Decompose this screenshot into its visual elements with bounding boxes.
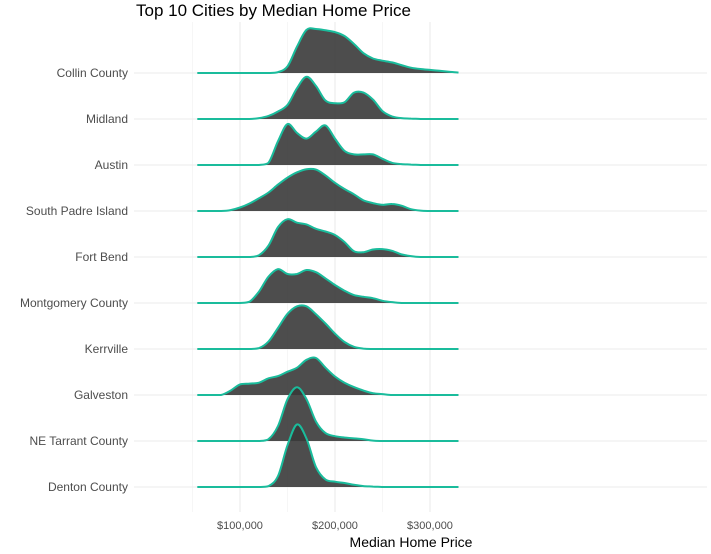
ridge-outline [197,75,459,121]
ridge-outline [197,167,459,213]
ridge-galveston [197,356,459,396]
ridge-ne-tarrant-county [197,386,459,442]
ridge-outline [197,218,459,259]
ridge-outline [197,122,459,166]
y-tick-labels: Collin County Midland Austin South Padre Is… [20,66,128,494]
ridge-outline [197,356,459,396]
x-axis-label: Median Home Price [350,534,473,550]
ridge-midland [197,75,459,121]
ridge-fill [197,269,459,303]
y-tick-label: Denton County [48,480,128,494]
ridge-fill [197,28,459,74]
x-tick-label: $300,000 [407,520,453,532]
x-tick-labels: $100,000 $200,000 $300,000 [217,520,453,532]
ridge-fill [197,123,459,165]
ridge-kerrville [197,304,459,350]
ridge-fill [197,357,459,395]
grid-lines [134,22,707,512]
ridge-denton-county [197,423,459,489]
chart-title: Top 10 Cities by Median Home Price [136,1,411,20]
ridge-fill [197,168,459,211]
x-tick-label: $200,000 [312,520,358,532]
ridge-south-padre-island [197,167,459,213]
y-tick-label: Kerrville [85,342,129,356]
y-tick-label: South Padre Island [26,204,128,218]
ridge-outline [197,27,459,74]
y-tick-label: Midland [86,112,128,126]
y-tick-label: Fort Bend [75,250,128,264]
ridge-fill [197,76,459,119]
ridge-collin-county [197,27,459,74]
x-tick-label: $100,000 [217,520,263,532]
y-tick-label: Austin [95,158,128,172]
y-tick-label: NE Tarrant County [30,434,129,448]
ridge-outline [197,386,459,442]
ridge-outline [197,423,459,489]
ridge-austin [197,122,459,166]
ridges [197,27,459,489]
y-tick-label: Collin County [57,66,128,80]
ridge-outline [197,268,459,304]
y-tick-label: Galveston [74,388,128,402]
ridge-fill [197,219,459,257]
y-tick-label: Montgomery County [20,296,128,310]
ridge-fort-bend [197,218,459,259]
ridge-montgomery-county [197,268,459,304]
ridge-outline [197,304,459,350]
